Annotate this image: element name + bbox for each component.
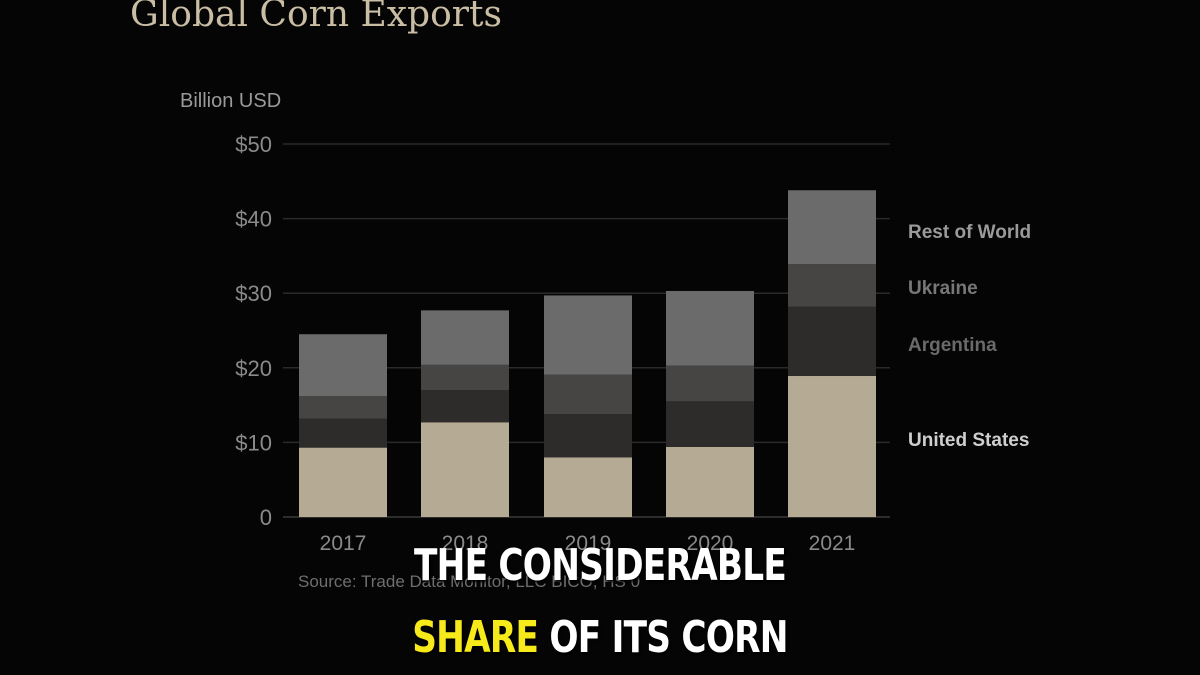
- y-tick-label: $40: [235, 207, 272, 232]
- subtitle-caption-line-2: SHARE OF ITS CORN: [132, 612, 1068, 663]
- bar-segment: [666, 401, 754, 447]
- y-tick-label: $10: [235, 430, 272, 455]
- y-tick-label: $50: [235, 132, 272, 157]
- legend-label: United States: [908, 430, 1029, 451]
- bar-segment: [544, 374, 632, 415]
- subtitle-caption-rest: OF ITS CORN: [549, 612, 788, 663]
- bar-segment: [544, 457, 632, 517]
- bar-segment: [666, 290, 754, 366]
- bar-segment: [299, 418, 387, 448]
- bar-segment: [421, 364, 509, 391]
- y-tick-label: $30: [235, 281, 272, 306]
- legend-label: Argentina: [908, 335, 997, 356]
- bar-segment: [544, 295, 632, 375]
- bar-segment: [666, 365, 754, 402]
- y-tick-label: $20: [235, 356, 272, 381]
- subtitle-caption-line-1: THE CONSIDERABLE: [413, 540, 787, 591]
- bar-segment: [544, 414, 632, 458]
- bar-segment: [299, 334, 387, 397]
- bar-segment: [299, 396, 387, 419]
- bar-segment: [788, 190, 876, 265]
- legend-label: Rest of World: [908, 222, 1031, 243]
- bar-segment: [421, 422, 509, 517]
- x-tick-label: 2017: [320, 532, 367, 555]
- source-note: Source: Trade Data Monitor, LLC BICO, HS…: [298, 572, 641, 591]
- bar-segment: [421, 310, 509, 365]
- bar-segment: [666, 446, 754, 517]
- bar-segment: [788, 264, 876, 307]
- chart-title: Global Corn Exports: [130, 0, 502, 35]
- bar-segment: [788, 306, 876, 377]
- y-axis-unit-label: Billion USD: [180, 90, 282, 112]
- x-tick-label: 2021: [809, 532, 856, 555]
- bar-segment: [788, 376, 876, 517]
- bar-segment: [299, 447, 387, 517]
- subtitle-highlight-word: SHARE: [412, 612, 539, 663]
- x-tick-label: 2019: [565, 532, 612, 555]
- x-tick-label: 2018: [442, 532, 489, 555]
- bar-segment: [421, 390, 509, 423]
- legend-label: Ukraine: [908, 278, 978, 299]
- y-tick-label: 0: [260, 505, 272, 530]
- x-tick-label: 2020: [687, 532, 734, 555]
